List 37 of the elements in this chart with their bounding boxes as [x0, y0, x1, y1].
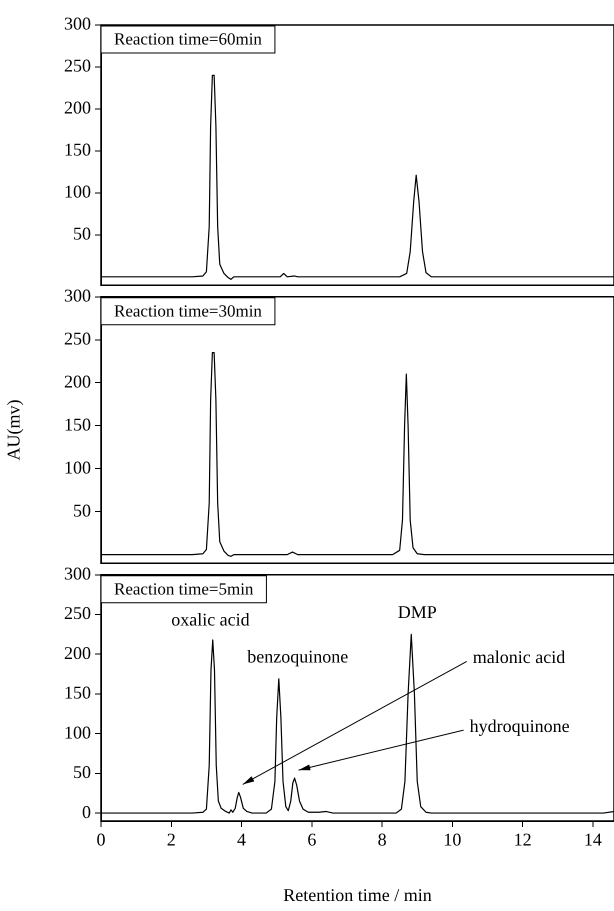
y-tick-label: 300: [64, 14, 91, 34]
y-axis-title: AU(mv): [4, 400, 24, 460]
y-tick-label: 200: [64, 98, 91, 118]
y-tick-label: 250: [64, 56, 91, 76]
y-tick-label: 250: [64, 328, 91, 348]
y-tick-label: 150: [64, 682, 91, 703]
y-tick-label: 100: [64, 457, 91, 478]
y-tick-label: 100: [64, 722, 91, 742]
y-tick-label: 300: [64, 286, 91, 306]
y-tick-label: 200: [64, 371, 91, 392]
x-tick-label: 12: [514, 830, 532, 850]
y-tick-label: 150: [64, 140, 91, 160]
annotation: oxalic acid: [171, 610, 250, 630]
y-tick-label: 150: [64, 414, 91, 434]
x-tick-label: 14: [584, 830, 602, 850]
x-tick-label: 6: [307, 830, 316, 850]
y-tick-label: 0: [82, 802, 91, 822]
x-tick-label: 0: [96, 830, 106, 850]
x-tick-label: 10: [443, 830, 462, 850]
y-tick-label: 300: [64, 564, 91, 584]
x-tick-label: 4: [237, 830, 246, 850]
y-tick-label: 50: [73, 224, 91, 244]
x-tick-label: 2: [166, 830, 176, 850]
annotation: DMP: [398, 602, 437, 622]
chart-title: Reaction time=60min: [114, 29, 262, 48]
y-tick-label: 50: [73, 500, 91, 520]
chart-title: Reaction time=5min: [114, 579, 254, 598]
x-axis-title: Retention time / min: [283, 884, 432, 905]
y-tick-label: 100: [64, 182, 91, 202]
y-tick-label: 50: [73, 762, 91, 782]
y-tick-label: 200: [64, 642, 91, 663]
y-tick-label: 250: [64, 603, 91, 624]
chart-title: Reaction time=30min: [114, 301, 262, 320]
annotation: hydroquinone: [470, 716, 570, 736]
annotation: benzoquinone: [247, 646, 348, 667]
x-tick-label: 8: [378, 830, 387, 850]
annotation: malonic acid: [472, 647, 566, 668]
